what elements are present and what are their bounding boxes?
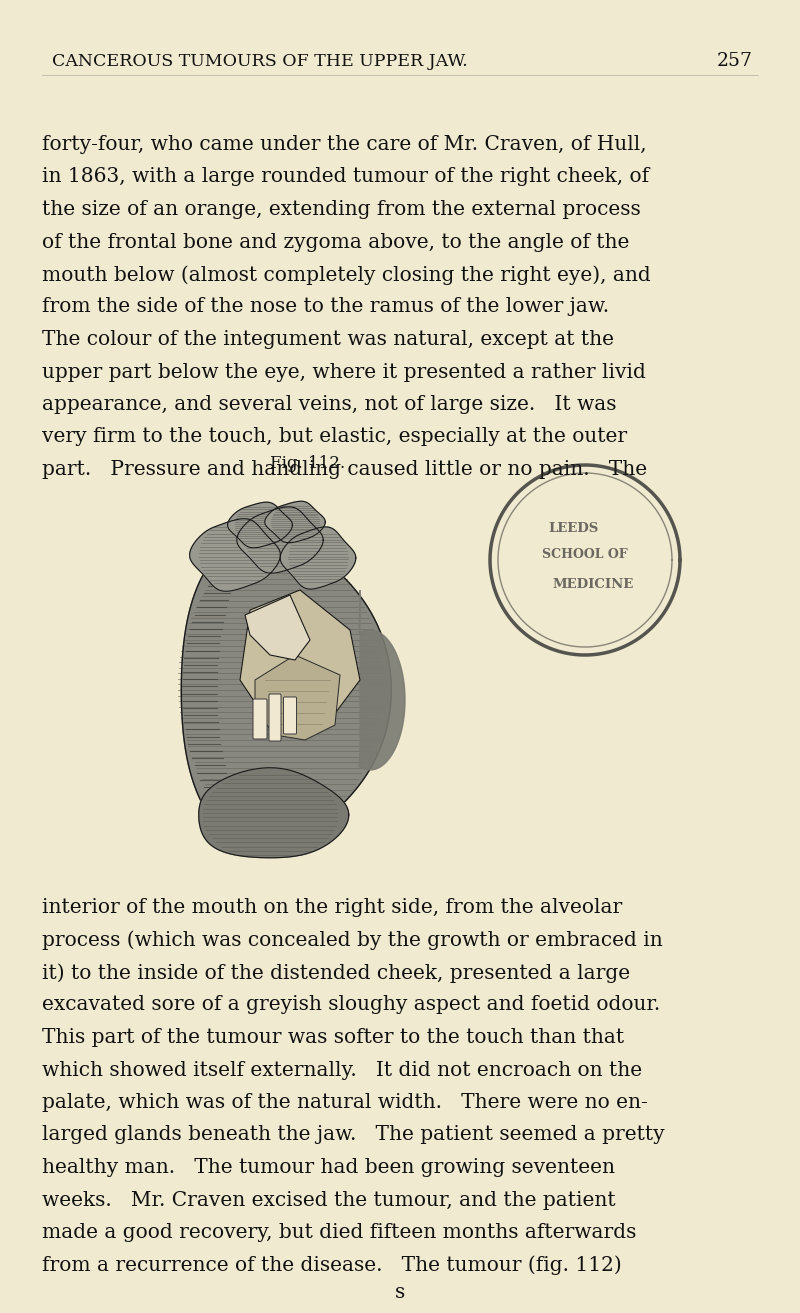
Polygon shape [245, 595, 310, 660]
Text: part.   Pressure and handling caused little or no pain.   The: part. Pressure and handling caused littl… [42, 460, 647, 479]
Text: from the side of the nose to the ramus of the lower jaw.: from the side of the nose to the ramus o… [42, 298, 609, 316]
Text: from a recurrence of the disease.   The tumour (fig. 112): from a recurrence of the disease. The tu… [42, 1255, 622, 1275]
Polygon shape [228, 502, 293, 548]
Text: it) to the inside of the distended cheek, presented a large: it) to the inside of the distended cheek… [42, 962, 630, 982]
Text: forty-four, who came under the care of Mr. Craven, of Hull,: forty-four, who came under the care of M… [42, 135, 646, 154]
Text: palate, which was of the natural width.   There were no en-: palate, which was of the natural width. … [42, 1092, 648, 1112]
Polygon shape [240, 590, 360, 730]
Text: appearance, and several veins, not of large size.   It was: appearance, and several veins, not of la… [42, 395, 617, 414]
Text: in 1863, with a large rounded tumour of the right cheek, of: in 1863, with a large rounded tumour of … [42, 168, 649, 186]
Text: very firm to the touch, but elastic, especially at the outer: very firm to the touch, but elastic, esp… [42, 428, 627, 446]
Text: 257: 257 [717, 53, 753, 70]
Polygon shape [182, 533, 391, 847]
Text: healthy man.   The tumour had been growing seventeen: healthy man. The tumour had been growing… [42, 1158, 615, 1176]
Text: SCHOOL OF: SCHOOL OF [542, 549, 628, 562]
Text: process (which was concealed by the growth or embraced in: process (which was concealed by the grow… [42, 931, 662, 951]
Text: This part of the tumour was softer to the touch than that: This part of the tumour was softer to th… [42, 1028, 624, 1046]
Text: the size of an orange, extending from the external process: the size of an orange, extending from th… [42, 200, 641, 219]
Text: of the frontal bone and zygoma above, to the angle of the: of the frontal bone and zygoma above, to… [42, 232, 630, 252]
Text: excavated sore of a greyish sloughy aspect and foetid odour.: excavated sore of a greyish sloughy aspe… [42, 995, 660, 1015]
Text: weeks.   Mr. Craven excised the tumour, and the patient: weeks. Mr. Craven excised the tumour, an… [42, 1191, 616, 1209]
FancyBboxPatch shape [283, 697, 297, 734]
Polygon shape [198, 768, 349, 857]
Text: interior of the mouth on the right side, from the alveolar: interior of the mouth on the right side,… [42, 898, 622, 916]
Text: made a good recovery, but died fifteen months afterwards: made a good recovery, but died fifteen m… [42, 1222, 636, 1242]
Text: MEDICINE: MEDICINE [552, 579, 634, 591]
Text: which showed itself externally.   It did not encroach on the: which showed itself externally. It did n… [42, 1061, 642, 1079]
Polygon shape [190, 519, 280, 591]
Text: mouth below (almost completely closing the right eye), and: mouth below (almost completely closing t… [42, 265, 650, 285]
Text: CANCEROUS TUMOURS OF THE UPPER JAW.: CANCEROUS TUMOURS OF THE UPPER JAW. [52, 53, 468, 70]
Text: s: s [395, 1283, 405, 1302]
FancyBboxPatch shape [253, 699, 267, 739]
Text: larged glands beneath the jaw.   The patient seemed a pretty: larged glands beneath the jaw. The patie… [42, 1125, 665, 1145]
Polygon shape [280, 527, 356, 590]
Text: LEEDS: LEEDS [548, 521, 598, 534]
Text: Fig. 112.: Fig. 112. [270, 456, 346, 471]
Polygon shape [265, 502, 326, 542]
Text: upper part below the eye, where it presented a rather livid: upper part below the eye, where it prese… [42, 362, 646, 382]
Text: The colour of the integument was natural, except at the: The colour of the integument was natural… [42, 330, 614, 349]
Polygon shape [359, 590, 405, 769]
Polygon shape [237, 507, 323, 574]
FancyBboxPatch shape [269, 695, 281, 741]
Polygon shape [255, 655, 340, 741]
